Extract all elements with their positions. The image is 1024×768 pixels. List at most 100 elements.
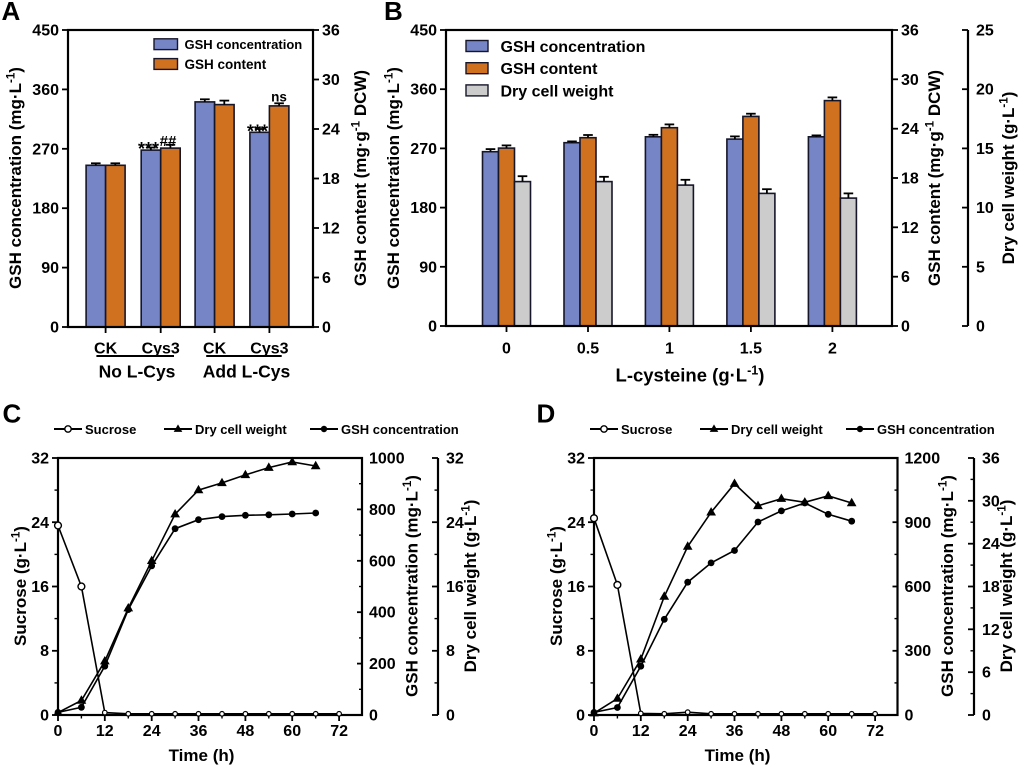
- svg-text:32: 32: [31, 451, 49, 468]
- svg-text:GSH concentration: GSH concentration: [185, 37, 303, 52]
- svg-text:36: 36: [726, 723, 744, 740]
- svg-text:24: 24: [901, 121, 919, 138]
- svg-text:24: 24: [679, 723, 697, 740]
- svg-text:360: 360: [410, 82, 437, 99]
- svg-text:L-cysteine (g·L-1​): L-cysteine (g·L-1​): [616, 364, 765, 386]
- svg-text:20: 20: [976, 82, 994, 99]
- svg-text:16: 16: [567, 579, 585, 596]
- svg-text:450: 450: [32, 23, 59, 40]
- svg-text:0: 0: [976, 319, 985, 336]
- svg-text:15: 15: [976, 141, 994, 158]
- svg-text:GSH concentration: GSH concentration: [501, 39, 646, 56]
- svg-text:CK: CK: [94, 341, 118, 358]
- svg-text:18: 18: [322, 171, 340, 188]
- svg-text:0: 0: [40, 708, 49, 725]
- svg-text:36: 36: [982, 451, 1000, 468]
- svg-text:D: D: [537, 399, 556, 429]
- svg-text:GSH content: GSH content: [501, 61, 599, 78]
- svg-text:5: 5: [976, 259, 985, 276]
- svg-text:##: ##: [160, 133, 177, 150]
- svg-text:180: 180: [32, 201, 59, 218]
- svg-text:24: 24: [31, 515, 49, 532]
- svg-text:0: 0: [502, 341, 511, 358]
- svg-text:30: 30: [982, 493, 1000, 510]
- svg-text:180: 180: [410, 200, 437, 217]
- svg-text:32: 32: [446, 451, 464, 468]
- svg-text:0.5: 0.5: [577, 341, 599, 358]
- svg-text:GSH concentration (mg·L-1​): GSH concentration (mg·L-1​): [5, 67, 26, 289]
- svg-text:Sucrose (g·L-1​): Sucrose (g·L-1​): [10, 526, 31, 646]
- svg-text:24: 24: [446, 515, 464, 532]
- svg-text:360: 360: [32, 82, 59, 99]
- svg-text:0: 0: [369, 708, 378, 725]
- svg-text:0: 0: [322, 320, 331, 337]
- svg-text:300: 300: [905, 643, 932, 660]
- svg-text:16: 16: [31, 579, 49, 596]
- svg-text:0: 0: [590, 723, 599, 740]
- svg-text:600: 600: [905, 579, 932, 596]
- svg-text:6: 6: [901, 269, 910, 286]
- svg-text:24: 24: [567, 515, 585, 532]
- svg-text:12: 12: [632, 723, 650, 740]
- svg-text:32: 32: [567, 451, 585, 468]
- svg-text:0: 0: [428, 319, 437, 336]
- svg-text:18: 18: [901, 171, 919, 188]
- svg-text:12: 12: [982, 622, 1000, 639]
- svg-text:400: 400: [369, 605, 396, 622]
- svg-text:0: 0: [905, 708, 914, 725]
- svg-text:***: ***: [247, 122, 268, 142]
- svg-text:16: 16: [446, 579, 464, 596]
- svg-text:Dry cell weight: Dry cell weight: [195, 422, 287, 437]
- svg-text:60: 60: [283, 723, 301, 740]
- svg-text:900: 900: [905, 515, 932, 532]
- svg-text:Time (h): Time (h): [705, 746, 771, 765]
- svg-text:60: 60: [819, 723, 837, 740]
- svg-text:Cys3: Cys3: [250, 341, 288, 358]
- svg-text:ns: ns: [271, 90, 287, 105]
- svg-text:GSH concentration (mg·L-1​): GSH concentration (mg·L-1​): [383, 67, 404, 289]
- svg-text:A: A: [2, 0, 21, 26]
- svg-text:18: 18: [982, 579, 1000, 596]
- svg-text:GSH concentration (mg·L-1​): GSH concentration (mg·L-1​): [401, 475, 422, 697]
- svg-text:12: 12: [96, 723, 114, 740]
- svg-text:No L-Cys: No L-Cys: [99, 362, 176, 382]
- svg-text:1: 1: [665, 341, 674, 358]
- svg-text:90: 90: [41, 260, 59, 277]
- svg-text:0: 0: [50, 320, 59, 337]
- svg-text:***: ***: [138, 139, 159, 159]
- svg-text:8: 8: [40, 643, 49, 660]
- svg-text:6: 6: [982, 665, 991, 682]
- svg-text:270: 270: [32, 141, 59, 158]
- svg-text:24: 24: [322, 122, 340, 139]
- svg-text:25: 25: [976, 23, 994, 40]
- svg-text:GSH content (mg·g-1​ DCW): GSH content (mg·g-1​ DCW): [924, 70, 945, 286]
- svg-text:Time (h): Time (h): [169, 746, 235, 765]
- svg-text:450: 450: [410, 23, 437, 40]
- svg-text:12: 12: [322, 221, 340, 238]
- svg-text:Add L-Cys: Add L-Cys: [203, 362, 291, 382]
- svg-text:0: 0: [576, 708, 585, 725]
- svg-text:48: 48: [237, 723, 255, 740]
- svg-text:12: 12: [901, 220, 919, 237]
- svg-text:C: C: [3, 399, 22, 429]
- svg-text:10: 10: [976, 200, 994, 217]
- svg-text:CK: CK: [203, 341, 227, 358]
- svg-text:0: 0: [982, 708, 991, 725]
- svg-text:36: 36: [322, 23, 340, 40]
- svg-text:Sucrose: Sucrose: [85, 422, 136, 437]
- svg-text:0: 0: [446, 708, 455, 725]
- svg-text:36: 36: [901, 23, 919, 40]
- svg-text:8: 8: [576, 643, 585, 660]
- svg-text:GSH concentration: GSH concentration: [877, 422, 995, 437]
- svg-text:Cys3: Cys3: [142, 341, 180, 358]
- svg-text:36: 36: [190, 723, 208, 740]
- svg-text:24: 24: [143, 723, 161, 740]
- svg-text:Dry cell weight (g·L-1​): Dry cell weight (g·L-1​): [998, 92, 1019, 265]
- svg-text:0: 0: [54, 723, 63, 740]
- svg-text:B: B: [384, 0, 403, 26]
- svg-text:Dry cell weight (g·L-1​): Dry cell weight (g·L-1​): [996, 500, 1017, 673]
- svg-text:GSH concentration: GSH concentration: [341, 422, 459, 437]
- svg-text:Dry cell weight: Dry cell weight: [731, 422, 823, 437]
- svg-text:1.5: 1.5: [740, 341, 762, 358]
- svg-text:6: 6: [322, 270, 331, 287]
